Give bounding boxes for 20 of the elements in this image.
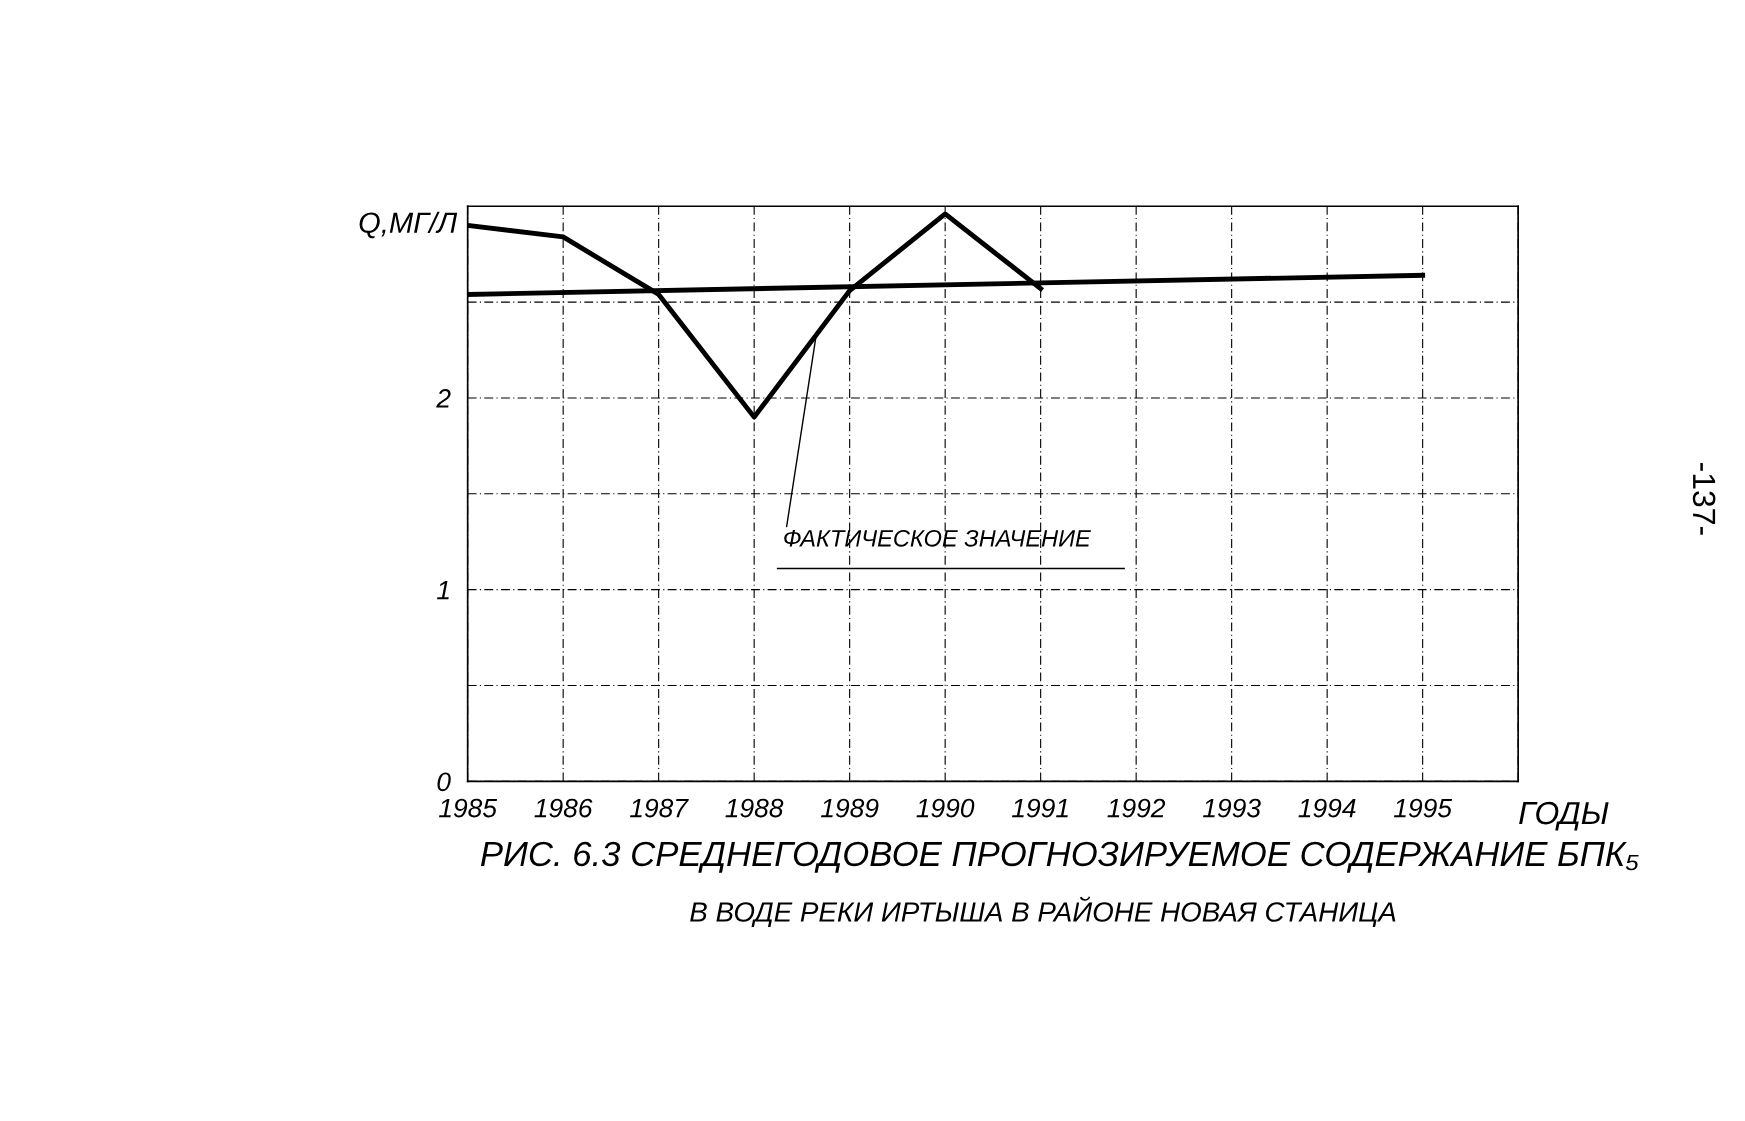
x-tick-label: 1990 bbox=[916, 798, 975, 818]
x-axis-title: ГОДЫ bbox=[1519, 801, 1609, 831]
x-tick-label: 1993 bbox=[1202, 798, 1261, 818]
x-tick-label: 1986 bbox=[534, 798, 593, 818]
text: -137- bbox=[1692, 462, 1716, 535]
y-tick-label: 2 bbox=[436, 389, 451, 408]
x-tick-label: 1995 bbox=[1393, 798, 1453, 818]
text: ФАКТИЧЕСКОЕ ЗНАЧЕНИЕ bbox=[784, 529, 1091, 547]
y-tick-label: 1 bbox=[437, 581, 449, 600]
x-tick-label: 1985 bbox=[439, 798, 498, 818]
text: В ВОДЕ РЕКИ ИРТЫША В РАЙОНЕ НОВАЯ СТАНИЦА bbox=[690, 896, 1396, 928]
y-tick-label: 0 bbox=[437, 772, 451, 792]
x-tick-label: 1987 bbox=[629, 798, 689, 818]
x-tick-label: 1992 bbox=[1107, 798, 1166, 818]
x-tick-label: 1989 bbox=[820, 798, 879, 818]
x-tick-label: 1994 bbox=[1298, 798, 1356, 818]
x-tick-label: 1988 bbox=[725, 798, 784, 818]
x-tick-label: 1991 bbox=[1011, 798, 1068, 818]
text: РИС. 6.3 СРЕДНЕГОДОВОЕ ПРОГНОЗИРУЕМОЕ СОДЕРЖАНИЕ БПК₅ bbox=[480, 841, 1639, 873]
y-axis-title: Q,МГ/Л bbox=[359, 211, 458, 239]
